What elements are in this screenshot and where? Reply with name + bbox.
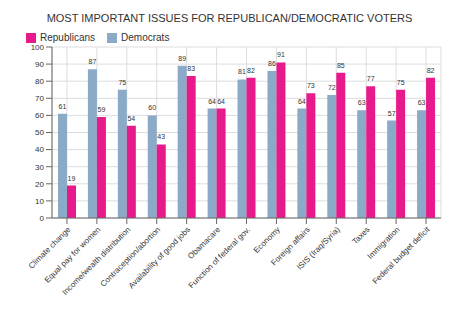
svg-text:10: 10 <box>35 197 44 206</box>
svg-text:90: 90 <box>35 60 44 69</box>
svg-text:64: 64 <box>217 98 225 105</box>
svg-text:Obamacare: Obamacare <box>186 225 222 261</box>
svg-text:ISIS (Iraq/Syria): ISIS (Iraq/Syria) <box>295 225 342 272</box>
svg-text:Federal budget deficit: Federal budget deficit <box>371 225 432 286</box>
svg-text:75: 75 <box>118 79 126 86</box>
svg-text:40: 40 <box>35 145 44 154</box>
svg-text:30: 30 <box>35 163 44 172</box>
svg-text:81: 81 <box>238 68 246 75</box>
svg-text:63: 63 <box>418 99 426 106</box>
svg-text:20: 20 <box>35 180 44 189</box>
svg-text:Income/wealth distribution: Income/wealth distribution <box>60 225 133 297</box>
svg-text:72: 72 <box>328 84 336 91</box>
html-text:MOST IMPORTANT ISSUES FOR REPU: MOST IMPORTANT ISSUES FOR REPUBLICAN/DEM… <box>46 12 413 24</box>
svg-text:63: 63 <box>358 99 366 106</box>
svg-text:83: 83 <box>187 65 195 72</box>
svg-text:73: 73 <box>307 82 315 89</box>
svg-text:Climate change: Climate change <box>26 225 73 271</box>
svg-text:60: 60 <box>35 111 44 120</box>
svg-text:Availability of good jobs: Availability of good jobs <box>127 225 192 290</box>
html-text:Democrats: Democrats <box>121 32 170 43</box>
svg-text:70: 70 <box>35 94 44 103</box>
svg-text:60: 60 <box>148 104 156 111</box>
svg-text:85: 85 <box>337 62 345 69</box>
svg-text:77: 77 <box>367 75 375 82</box>
svg-text:87: 87 <box>89 58 97 65</box>
svg-text:64: 64 <box>298 98 306 105</box>
svg-text:86: 86 <box>268 60 276 67</box>
svg-text:82: 82 <box>427 67 435 74</box>
svg-text:Equal pay for women: Equal pay for women <box>43 225 103 285</box>
svg-text:82: 82 <box>247 67 255 74</box>
svg-text:100: 100 <box>31 43 45 52</box>
svg-text:Economy: Economy <box>252 225 282 255</box>
svg-text:61: 61 <box>59 103 67 110</box>
svg-text:19: 19 <box>68 175 76 182</box>
svg-text:50: 50 <box>35 128 44 137</box>
svg-text:0: 0 <box>40 214 45 223</box>
svg-text:64: 64 <box>208 98 216 105</box>
html-text:Republicans: Republicans <box>40 32 95 43</box>
svg-text:Function of federal gov.: Function of federal gov. <box>187 225 252 290</box>
svg-text:Taxes: Taxes <box>350 225 371 246</box>
svg-text:75: 75 <box>397 79 405 86</box>
svg-text:Immigration: Immigration <box>365 225 402 261</box>
svg-text:43: 43 <box>157 133 165 140</box>
svg-text:89: 89 <box>178 55 186 62</box>
svg-text:Foreign affairs: Foreign affairs <box>269 225 312 268</box>
svg-text:91: 91 <box>277 51 285 58</box>
svg-text:59: 59 <box>98 106 106 113</box>
svg-text:54: 54 <box>127 115 135 122</box>
svg-text:Contraception/abortion: Contraception/abortion <box>98 225 163 289</box>
svg-text:80: 80 <box>35 77 44 86</box>
svg-text:57: 57 <box>388 110 396 117</box>
